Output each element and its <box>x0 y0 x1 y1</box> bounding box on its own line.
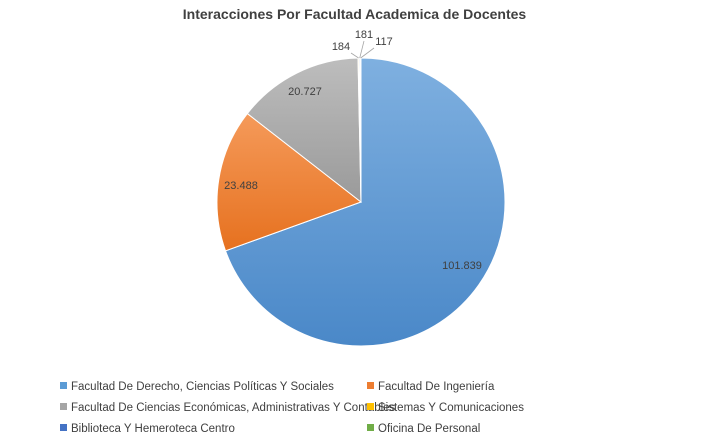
legend-swatch <box>60 424 67 431</box>
legend-item: Biblioteca Y Hemeroteca Centro <box>60 423 235 435</box>
legend-label: Biblioteca Y Hemeroteca Centro <box>71 423 235 435</box>
legend-label: Sistemas Y Comunicaciones <box>378 402 524 414</box>
data-label: 117 <box>375 36 393 48</box>
leader-line <box>359 40 365 59</box>
legend-swatch <box>367 382 374 389</box>
legend-item: Facultad De Ciencias Económicas, Adminis… <box>60 402 395 414</box>
leader-line <box>350 52 359 59</box>
legend-swatch <box>367 403 374 410</box>
data-label: 20.727 <box>288 86 322 98</box>
legend-label: Oficina De Personal <box>378 423 481 435</box>
data-label: 101.839 <box>442 260 482 272</box>
pie-slice <box>246 57 362 204</box>
legend-item: Sistemas Y Comunicaciones <box>367 402 524 414</box>
legend-label: Facultad De Ingeniería <box>378 381 495 393</box>
legend-item: Oficina De Personal <box>367 423 480 435</box>
chart-title: Interacciones Por Facultad Academica de … <box>182 6 527 22</box>
legend-swatch <box>60 403 67 410</box>
data-label: 181 <box>355 29 373 41</box>
data-label: 23.488 <box>224 180 258 192</box>
legend-item: Facultad De Derecho, Ciencias Políticas … <box>60 381 334 393</box>
legend-label: Facultad De Derecho, Ciencias Políticas … <box>71 381 334 393</box>
legend-swatch <box>60 382 67 389</box>
legend-swatch <box>367 424 374 431</box>
legend-label: Facultad De Ciencias Económicas, Adminis… <box>71 402 396 414</box>
pie-slice <box>224 57 506 347</box>
data-label: 184 <box>332 41 350 53</box>
pie-slice <box>216 112 363 252</box>
leader-line <box>360 47 375 59</box>
legend-item: Facultad De Ingeniería <box>367 381 494 393</box>
